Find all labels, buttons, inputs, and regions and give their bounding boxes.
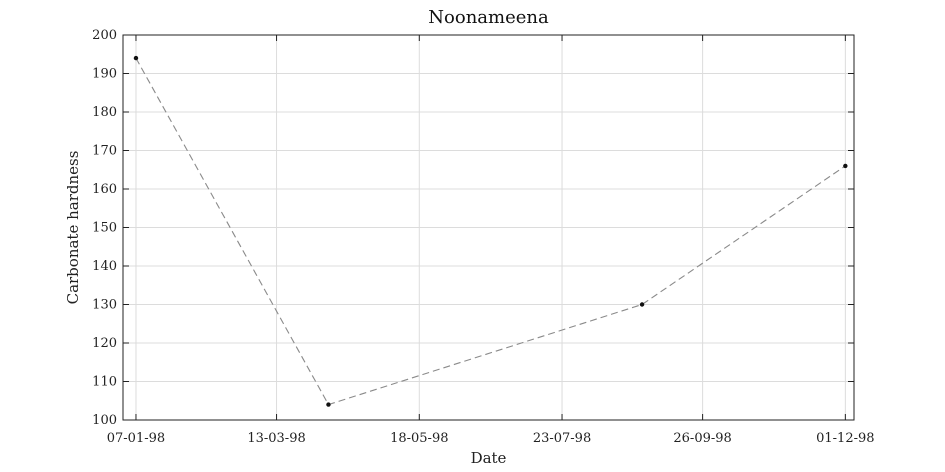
- x-tick-label: 01-12-98: [816, 431, 874, 446]
- y-tick-label: 140: [92, 259, 117, 274]
- grid-lines: [123, 34, 854, 421]
- data-point: [843, 163, 848, 169]
- y-tick-labels: 100 110 120 130 140 150 160 170 180 190 200: [92, 28, 117, 428]
- y-tick-label: 160: [92, 182, 117, 197]
- x-tick-label: 18-05-98: [390, 431, 448, 446]
- y-tick-label: 170: [92, 144, 117, 159]
- x-tick-label: 13-03-98: [247, 431, 305, 446]
- y-tick-label: 190: [92, 67, 117, 82]
- x-tick-labels: 07-01-98 13-03-98 18-05-98 23-07-98 26-09-98…: [107, 431, 875, 446]
- y-tick-label: 110: [92, 375, 117, 390]
- series-group: [133, 55, 848, 407]
- y-tick-label: 120: [92, 336, 117, 351]
- y-axis-title: Carbonate hardness: [64, 151, 82, 305]
- data-point: [326, 402, 331, 407]
- x-tick-label: 26-09-98: [673, 431, 731, 446]
- y-tick-label: 150: [92, 221, 117, 236]
- y-tick-label: 200: [92, 28, 117, 43]
- x-axis-title: Date: [471, 449, 507, 467]
- y-tick-label: 130: [92, 298, 117, 313]
- y-tick-label: 180: [92, 105, 117, 120]
- x-tick-label: 23-07-98: [533, 431, 591, 446]
- axis-ticks: [123, 34, 854, 421]
- series-line: [135, 57, 846, 406]
- data-point: [639, 302, 645, 307]
- x-tick-label: 07-01-98: [107, 431, 165, 446]
- chart-title: Noonameena: [428, 7, 549, 28]
- data-point: [133, 55, 139, 61]
- y-tick-label: 100: [92, 413, 117, 428]
